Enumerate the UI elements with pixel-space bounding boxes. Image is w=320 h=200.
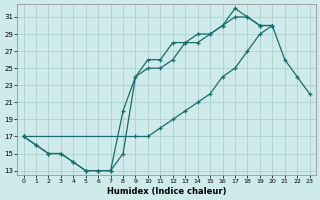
X-axis label: Humidex (Indice chaleur): Humidex (Indice chaleur)	[107, 187, 226, 196]
